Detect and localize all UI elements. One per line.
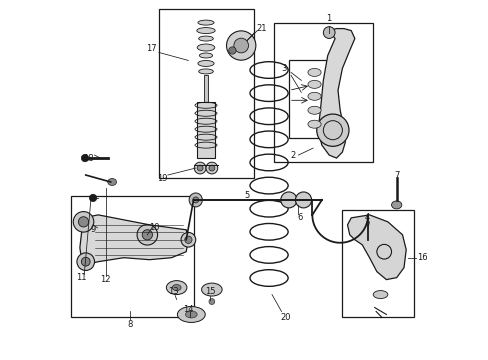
Ellipse shape	[197, 44, 214, 51]
Text: 12: 12	[100, 275, 111, 284]
Ellipse shape	[197, 28, 215, 33]
Circle shape	[194, 162, 205, 174]
Text: 3: 3	[281, 64, 286, 73]
Ellipse shape	[372, 291, 387, 298]
Text: 6: 6	[297, 213, 302, 222]
Circle shape	[137, 225, 157, 245]
Text: 15: 15	[205, 287, 215, 296]
Circle shape	[228, 47, 236, 54]
Text: 5: 5	[244, 192, 249, 201]
Ellipse shape	[307, 106, 321, 114]
Circle shape	[316, 114, 348, 146]
Polygon shape	[347, 215, 406, 280]
Text: 9: 9	[90, 225, 96, 234]
Polygon shape	[197, 102, 214, 158]
Ellipse shape	[198, 20, 214, 25]
Circle shape	[142, 230, 152, 240]
Text: 11: 11	[76, 273, 86, 282]
Circle shape	[81, 154, 88, 162]
Circle shape	[233, 38, 248, 53]
Circle shape	[184, 236, 192, 243]
Circle shape	[205, 162, 217, 174]
Ellipse shape	[107, 179, 116, 185]
Ellipse shape	[391, 201, 401, 209]
Text: 13: 13	[168, 287, 179, 296]
Text: 4: 4	[364, 213, 369, 222]
Ellipse shape	[198, 36, 213, 41]
Polygon shape	[80, 215, 188, 265]
Ellipse shape	[280, 192, 296, 208]
Ellipse shape	[166, 280, 186, 294]
Text: 2: 2	[289, 150, 295, 159]
Circle shape	[78, 217, 88, 227]
Text: 8: 8	[127, 320, 132, 329]
Circle shape	[197, 165, 203, 171]
Ellipse shape	[198, 60, 214, 67]
Ellipse shape	[192, 197, 198, 203]
Ellipse shape	[172, 285, 181, 291]
Text: 1: 1	[326, 14, 331, 23]
Text: 19: 19	[157, 174, 167, 183]
Ellipse shape	[189, 193, 202, 207]
Ellipse shape	[177, 306, 205, 323]
Polygon shape	[318, 28, 354, 158]
Text: 17: 17	[146, 44, 157, 53]
Ellipse shape	[307, 92, 321, 100]
Text: 20: 20	[279, 313, 290, 322]
Ellipse shape	[201, 283, 222, 296]
Ellipse shape	[208, 298, 214, 305]
Text: 18: 18	[83, 154, 94, 163]
Text: 14: 14	[183, 305, 193, 314]
Text: 10: 10	[149, 223, 160, 232]
Circle shape	[226, 31, 255, 60]
Text: 7: 7	[393, 171, 399, 180]
Text: 21: 21	[256, 24, 266, 33]
Circle shape	[323, 27, 334, 39]
Ellipse shape	[185, 311, 197, 318]
Ellipse shape	[198, 69, 213, 74]
Circle shape	[208, 165, 214, 171]
Ellipse shape	[307, 80, 321, 88]
Text: 16: 16	[416, 253, 427, 262]
Ellipse shape	[295, 192, 311, 208]
Circle shape	[73, 212, 94, 232]
Circle shape	[89, 194, 97, 202]
Circle shape	[181, 233, 195, 247]
Ellipse shape	[307, 120, 321, 128]
Circle shape	[81, 257, 90, 266]
Circle shape	[77, 253, 94, 270]
Polygon shape	[203, 75, 208, 102]
Ellipse shape	[307, 68, 321, 76]
Ellipse shape	[199, 53, 212, 58]
